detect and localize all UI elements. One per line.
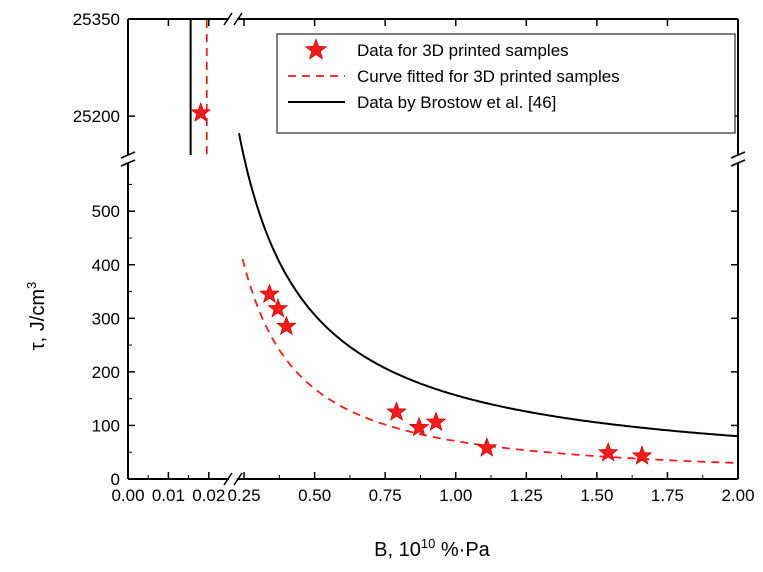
data-point — [631, 445, 653, 465]
legend-box — [276, 33, 736, 134]
legend-label-brostow: Data by Brostow et al. [46] — [357, 93, 556, 112]
data-point — [597, 441, 619, 462]
legend-symbols — [288, 38, 345, 103]
x-break-bottom-b — [233, 472, 243, 486]
y-tick-label: 0 — [111, 470, 120, 489]
y-break-right-a — [730, 159, 746, 167]
x-break-top-b — [233, 12, 243, 26]
x-tick-label: 1.00 — [439, 486, 472, 505]
legend-label-data-3d: Data for 3D printed samples — [357, 41, 569, 60]
series-points — [190, 102, 653, 465]
x-axis-title: B, 1010 %·Pa — [374, 536, 491, 561]
series-line — [241, 258, 739, 464]
x-tick-label: 1.50 — [580, 486, 613, 505]
legend-star-marker — [304, 38, 328, 60]
x-tick-label: 0.00 — [111, 486, 144, 505]
x-tick-label: 0.01 — [152, 486, 185, 505]
data-point — [408, 416, 430, 437]
y-tick-label: 25350 — [73, 10, 120, 29]
data-point — [276, 315, 297, 336]
data-point — [267, 297, 289, 318]
x-tick-label: 0.02 — [192, 486, 225, 505]
axis-ticks — [127, 18, 739, 480]
x-tick-label: 0.50 — [298, 486, 331, 505]
data-point — [190, 102, 212, 122]
plot-frame — [120, 12, 746, 486]
data-point — [476, 437, 498, 457]
y-tick-label: 25200 — [73, 107, 120, 126]
x-tick-label: 0.25 — [228, 486, 261, 505]
data-point — [425, 411, 447, 431]
x-break-bottom-a — [223, 472, 233, 486]
x-tick-label: 0.75 — [369, 486, 402, 505]
x-tick-label: 1.75 — [651, 486, 684, 505]
y-tick-label: 100 — [92, 416, 120, 435]
y-tick-label: 500 — [92, 202, 120, 221]
y-break-left-b — [120, 151, 136, 159]
x-break-top-a — [223, 12, 233, 26]
data-point — [259, 283, 280, 303]
x-tick-label: 2.00 — [721, 486, 754, 505]
series-line — [238, 133, 739, 438]
legend-label-fit-3d: Curve fitted for 3D printed samples — [357, 67, 620, 86]
y-break-right-b — [730, 151, 746, 159]
y-break-left-a — [120, 159, 136, 167]
y-axis-title: τ, J/cm3 — [24, 282, 49, 350]
data-point — [386, 401, 407, 421]
x-tick-label: 1.25 — [510, 486, 543, 505]
tick-labels: 0.00 0.01 0.02 0.25 0.50 0.75 1.00 1.25 1.50 1.75… — [73, 10, 755, 505]
y-tick-label: 200 — [92, 363, 120, 382]
y-tick-label: 300 — [92, 309, 120, 328]
legend: Data for 3D printed samples Curve fitted… — [276, 33, 736, 134]
y-tick-label: 400 — [92, 256, 120, 275]
